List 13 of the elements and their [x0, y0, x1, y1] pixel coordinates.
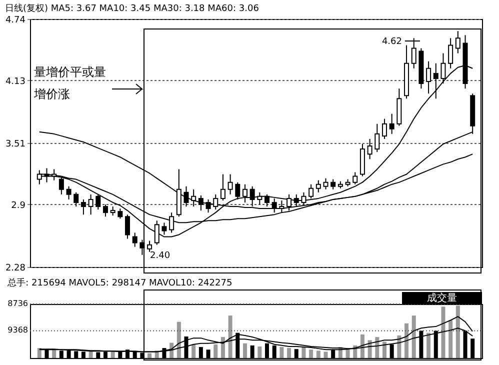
y-tick-label: 4.13	[5, 76, 26, 87]
text: 8736	[8, 299, 28, 308]
y-tick-label: 4.74	[5, 16, 26, 26]
annotation: 4.62	[382, 37, 402, 47]
y-tick-label: 2.9	[11, 200, 26, 211]
chart-title: 总手: 215694 MAVOL5: 298147 MAVOL10: 242275	[6, 278, 232, 288]
chart-title: 日线(复权) MA5: 3.67 MA10: 3.45 MA30: 3.18 MA60: 3.06	[4, 3, 260, 14]
y-axis-title: 成交量	[427, 292, 457, 304]
y-tick-label: 3.51	[5, 140, 26, 150]
annotation: 量增价平或量增价涨	[33, 65, 106, 101]
annotation: 2.40	[150, 251, 170, 261]
y-tick-label: 2.28	[5, 264, 26, 274]
text: 9368	[8, 326, 28, 335]
